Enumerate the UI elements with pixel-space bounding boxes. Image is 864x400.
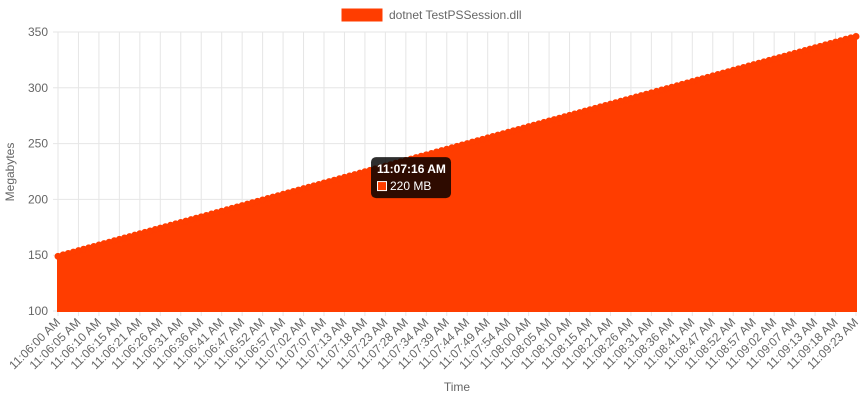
y-tick-label: 300 [28,81,48,95]
y-tick-label: 250 [28,137,48,151]
legend[interactable]: dotnet TestPSSession.dll [341,8,522,22]
y-tick-label: 200 [28,192,48,206]
tooltip-swatch-fill [378,182,387,191]
y-tick-label: 150 [28,248,48,262]
y-axis: 100 150 200 250 300 350 [28,25,48,318]
tooltip-background [371,157,452,199]
y-tick-label: 350 [28,25,48,39]
x-axis-title: Time [444,380,471,394]
data-point[interactable] [852,32,860,40]
legend-swatch[interactable] [341,8,383,22]
y-axis-title: Megabytes [3,143,17,202]
tooltip-title: 11:07:16 AM [377,162,446,176]
tooltip-value: 220 MB [390,179,431,193]
series-area [57,35,857,312]
legend-label[interactable]: dotnet TestPSSession.dll [389,8,522,22]
series-area-fill [57,35,857,312]
tooltip: 11:07:16 AM 220 MB [371,157,452,199]
y-tick-label: 100 [28,304,48,318]
